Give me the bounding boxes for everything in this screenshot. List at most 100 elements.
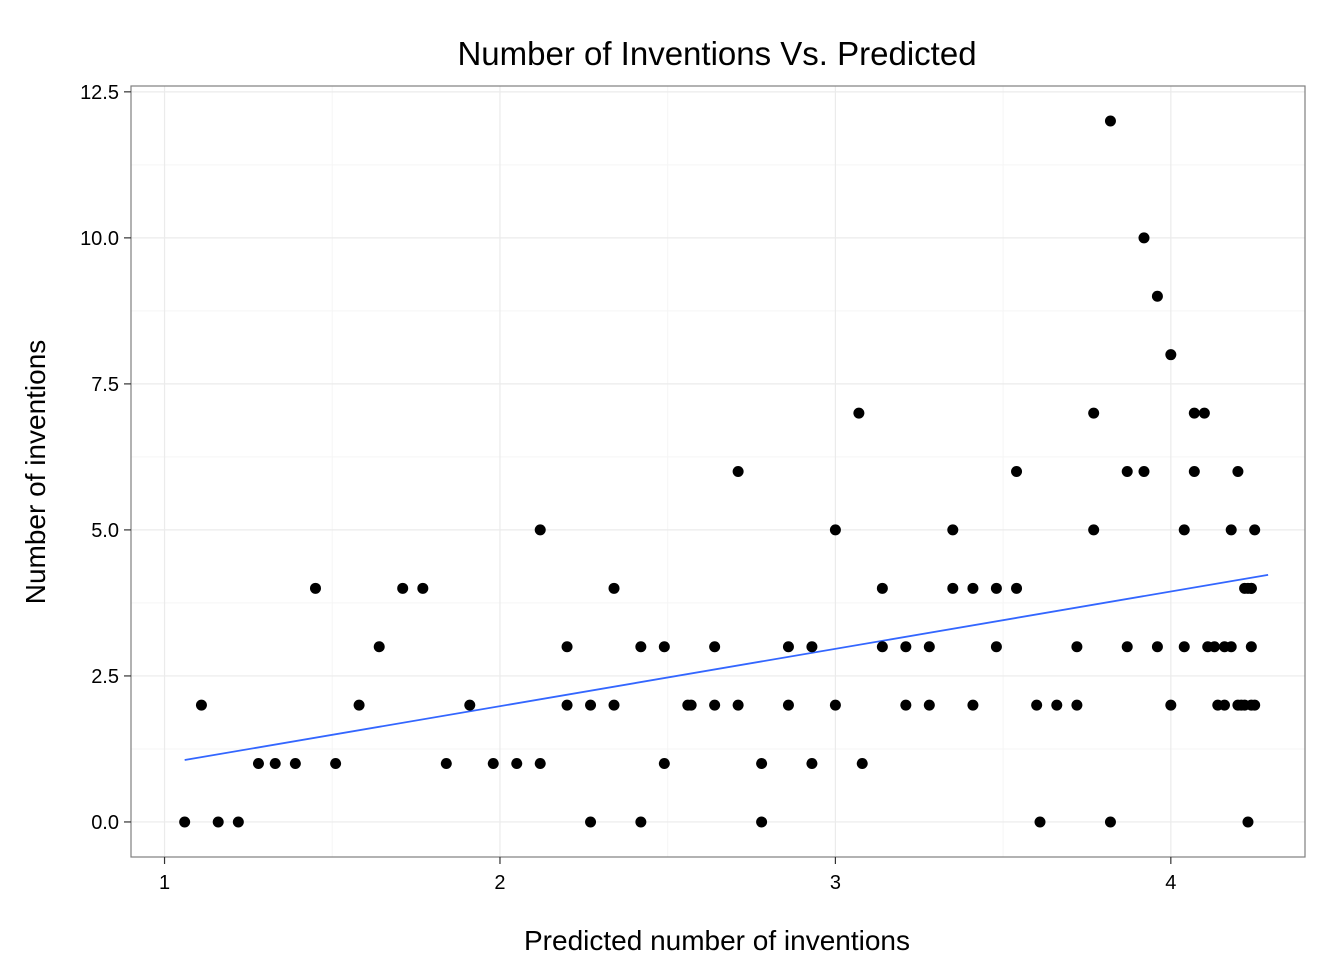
data-point	[947, 582, 959, 594]
data-point	[1225, 641, 1237, 653]
data-point	[1188, 466, 1200, 477]
data-point	[732, 466, 744, 477]
data-point	[1088, 407, 1100, 419]
data-point	[782, 699, 794, 711]
data-point	[923, 641, 935, 653]
data-point	[1178, 524, 1190, 536]
data-point	[1071, 641, 1083, 653]
data-point	[756, 816, 768, 828]
data-point	[1138, 466, 1150, 477]
data-point	[330, 758, 342, 770]
data-point	[1011, 466, 1023, 477]
data-points	[179, 115, 1261, 828]
data-point	[947, 524, 959, 536]
minor-gridlines	[131, 86, 1305, 857]
y-tick-label: 5.0	[91, 520, 119, 542]
data-point	[179, 816, 191, 828]
data-point	[585, 699, 597, 711]
data-point	[195, 699, 207, 711]
data-point	[1208, 641, 1220, 653]
data-point	[232, 816, 244, 828]
data-point	[309, 582, 321, 594]
data-point	[1031, 699, 1043, 711]
plot-panel-border	[130, 85, 1306, 858]
data-point	[1151, 290, 1163, 302]
data-point	[782, 641, 794, 653]
data-point	[511, 758, 523, 770]
data-point	[608, 699, 620, 711]
data-point	[709, 699, 721, 711]
data-point	[1245, 641, 1257, 653]
x-tick-label: 2	[494, 872, 505, 894]
data-point	[853, 407, 865, 419]
data-point	[967, 582, 979, 594]
data-point	[1034, 816, 1046, 828]
data-point	[1242, 816, 1254, 828]
data-point	[806, 758, 818, 770]
data-point	[1151, 641, 1163, 653]
data-point	[608, 582, 620, 594]
y-axis-title: Number of inventions	[20, 340, 51, 605]
data-point	[417, 582, 429, 594]
data-point	[561, 699, 573, 711]
data-point	[1225, 524, 1237, 536]
data-point	[923, 699, 935, 711]
data-point	[990, 641, 1002, 653]
data-point	[487, 758, 499, 770]
data-point	[658, 758, 670, 770]
data-point	[829, 524, 841, 536]
x-axis-title: Predicted number of inventions	[524, 925, 910, 956]
data-point	[440, 758, 452, 770]
data-point	[1121, 641, 1133, 653]
data-point	[876, 582, 888, 594]
data-point	[1249, 699, 1261, 711]
data-point	[1178, 641, 1190, 653]
data-point	[464, 699, 476, 711]
data-point	[1165, 699, 1177, 711]
x-tick-label: 4	[1165, 872, 1176, 894]
data-point	[635, 816, 647, 828]
data-point	[1165, 349, 1177, 361]
data-point	[289, 758, 301, 770]
data-point	[635, 641, 647, 653]
data-point	[1104, 115, 1116, 127]
data-point	[1071, 699, 1083, 711]
data-point	[353, 699, 365, 711]
data-point	[534, 758, 546, 770]
data-point	[212, 816, 224, 828]
data-point	[1245, 582, 1257, 594]
data-point	[397, 582, 409, 594]
data-point	[561, 641, 573, 653]
data-point	[900, 699, 912, 711]
data-point	[1121, 466, 1133, 477]
data-point	[876, 641, 888, 653]
data-point	[806, 641, 818, 653]
data-point	[1011, 582, 1023, 594]
data-point	[534, 524, 546, 536]
y-tick-label: 12.5	[80, 82, 119, 104]
data-point	[900, 641, 912, 653]
x-tick-label: 3	[830, 872, 841, 894]
y-tick-label: 10.0	[80, 228, 119, 250]
y-tick-label: 2.5	[91, 666, 119, 688]
data-point	[756, 758, 768, 770]
data-point	[1188, 407, 1200, 419]
data-point	[1232, 466, 1244, 477]
data-point	[856, 758, 868, 770]
trend-line	[184, 573, 1269, 761]
y-tick-label: 7.5	[91, 374, 119, 396]
data-point	[829, 699, 841, 711]
trend-line-layer	[184, 573, 1269, 761]
data-point	[1104, 816, 1116, 828]
data-point	[732, 699, 744, 711]
data-point	[252, 758, 264, 770]
data-point	[269, 758, 281, 770]
data-point	[1138, 232, 1150, 244]
data-point	[585, 816, 597, 828]
data-point	[1218, 699, 1230, 711]
x-tick-label: 1	[159, 872, 170, 894]
data-point	[1198, 407, 1210, 419]
